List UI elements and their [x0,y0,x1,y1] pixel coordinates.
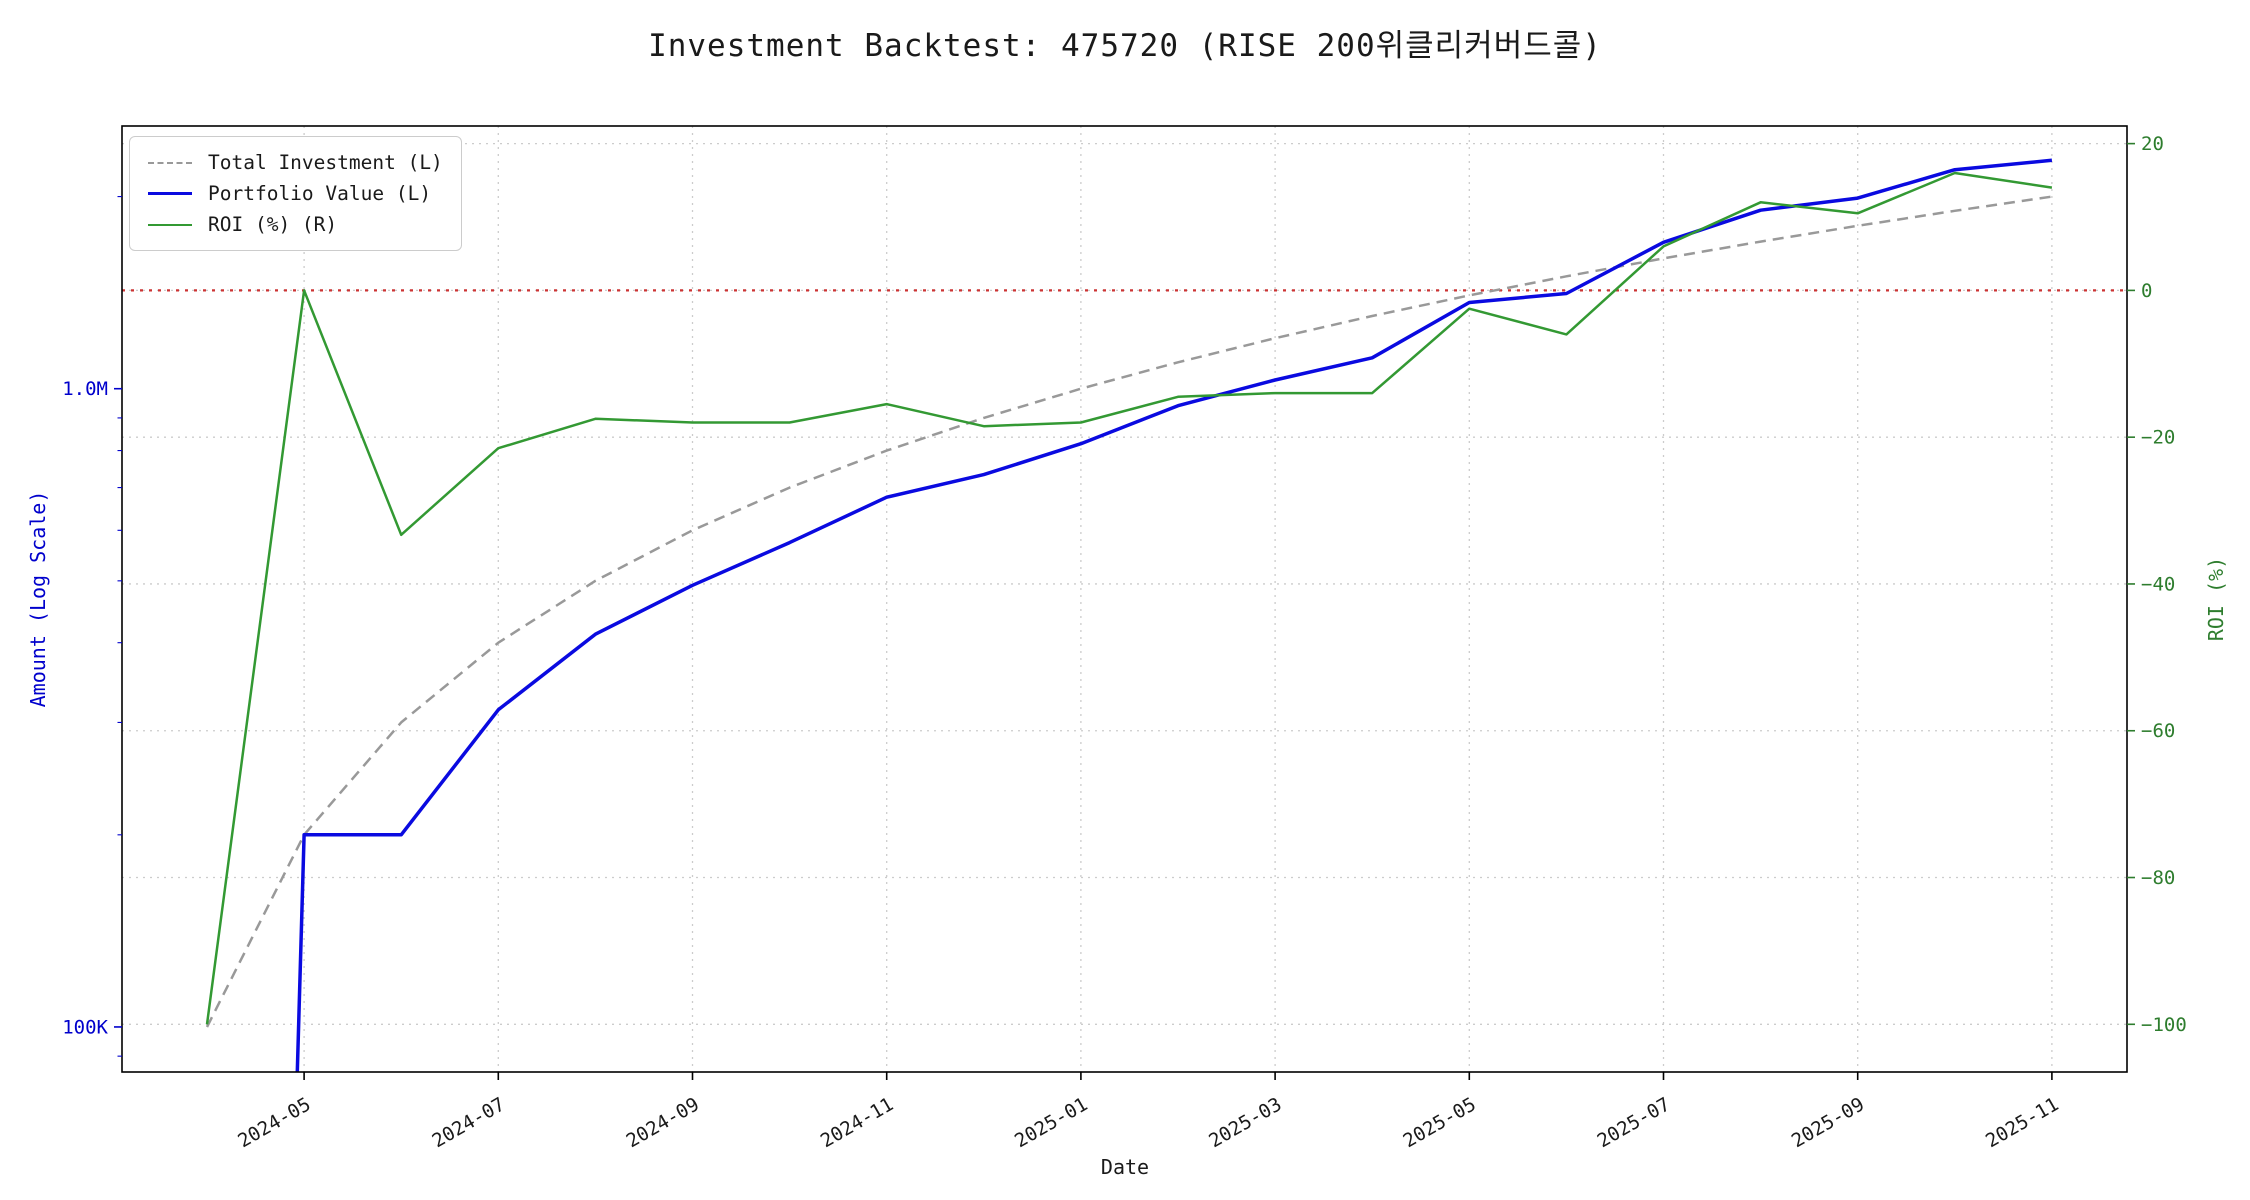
gridlines [122,126,2127,1072]
svg-text:2025-05: 2025-05 [1399,1093,1479,1152]
svg-text:2024-09: 2024-09 [623,1093,703,1152]
legend-label-portfolio-value: Portfolio Value (L) [208,182,432,205]
x-axis-label: Date [1100,1155,1150,1179]
svg-text:2024-05: 2024-05 [234,1093,314,1152]
solid-blue-line-swatch-icon [148,192,192,195]
left-axis-label: Amount (Log Scale) [26,490,50,708]
svg-text:100K: 100K [62,1016,108,1038]
svg-text:−100: −100 [2141,1014,2187,1036]
svg-text:−40: −40 [2141,573,2175,595]
plot-border [121,125,2128,1073]
svg-text:2025-07: 2025-07 [1594,1093,1674,1152]
svg-text:−80: −80 [2141,867,2175,889]
chart-title: Investment Backtest: 475720 (RISE 200위클리… [648,28,1602,64]
svg-text:−20: −20 [2141,427,2175,449]
series-group [205,158,2053,1072]
svg-text:2024-07: 2024-07 [428,1093,508,1152]
svg-text:2025-01: 2025-01 [1011,1093,1091,1152]
legend-label-roi: ROI (%) (R) [208,213,338,236]
svg-text:1.0M: 1.0M [62,378,108,400]
svg-text:2024-11: 2024-11 [817,1093,897,1152]
svg-text:2025-09: 2025-09 [1788,1093,1868,1152]
svg-text:2025-11: 2025-11 [1982,1093,2062,1152]
series-line-1 [295,158,2053,1072]
right-axis-label: ROI (%) [2204,556,2228,642]
svg-text:2025-03: 2025-03 [1205,1093,1285,1152]
tick-labels: 2024-05 2024-07 2024-09 2024-11 2025-01 2025-… [62,133,2187,1152]
dashed-line-swatch-icon [148,161,192,164]
legend-entry-roi: ROI (%) (R) [148,209,443,240]
series-line-2 [205,171,2053,1025]
svg-text:0: 0 [2141,280,2152,302]
svg-text:−60: −60 [2141,720,2175,742]
legend-entry-total-investment: Total Investment (L) [148,147,443,178]
svg-text:20: 20 [2141,133,2164,155]
legend-label-total-investment: Total Investment (L) [208,151,443,174]
legend: Total Investment (L) Portfolio Value (L)… [129,136,462,251]
legend-entry-portfolio-value: Portfolio Value (L) [148,178,443,209]
solid-green-line-swatch-icon [148,223,192,226]
series-line-0 [205,195,2053,1028]
